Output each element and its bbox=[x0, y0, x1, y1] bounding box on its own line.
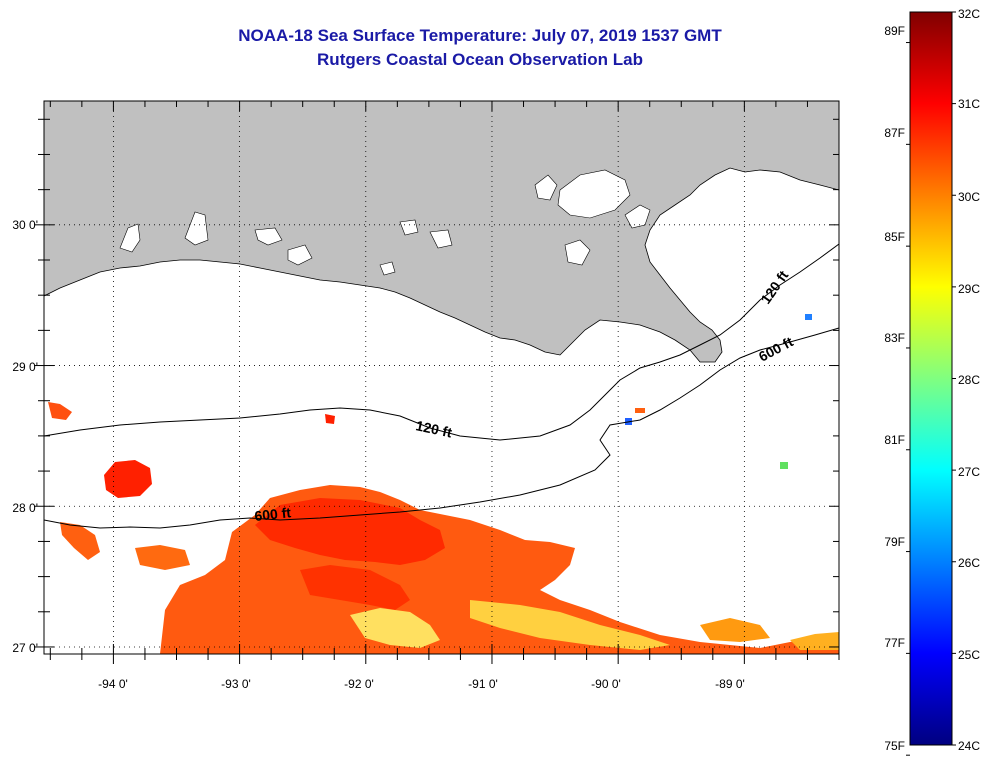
colorbar-c-label: 32C bbox=[958, 7, 980, 21]
lon-tick-label: -94 0' bbox=[98, 677, 128, 691]
lat-tick-label: 29 0' bbox=[12, 360, 38, 374]
lake-7 bbox=[534, 174, 558, 201]
lon-tick-label: -90 0' bbox=[591, 677, 621, 691]
contour-600ft bbox=[44, 327, 839, 529]
contour-label-120ft-right: 120 ft bbox=[757, 267, 791, 306]
lake-10 bbox=[624, 204, 651, 229]
colorbar-f-label: 81F bbox=[884, 433, 905, 447]
colorbar-f-label: 85F bbox=[884, 230, 905, 244]
colorbar-c-label: 31C bbox=[958, 97, 980, 111]
colorbar-celsius-labels: 32C 31C 30C 29C 28C 27C 26C 25C 24C bbox=[958, 7, 980, 753]
lake-2 bbox=[184, 211, 209, 246]
sst-patch-spot4 bbox=[635, 408, 645, 413]
colorbar-f-label: 83F bbox=[884, 331, 905, 345]
lat-tick-label: 30 0' bbox=[12, 218, 38, 232]
colorbar-c-label: 28C bbox=[958, 373, 980, 387]
sst-patch-west1 bbox=[104, 460, 152, 498]
lon-tick-labels: -94 0' -93 0' -92 0' -91 0' -90 0' -89 0… bbox=[98, 677, 745, 691]
lon-tick-label: -93 0' bbox=[221, 677, 251, 691]
lat-tick-labels: 30 0' 29 0' 28 0' 27 0' bbox=[12, 218, 38, 655]
contour-label-600ft-left: 600 ft bbox=[254, 504, 292, 524]
sst-patch-spot3 bbox=[805, 314, 812, 320]
sst-patches bbox=[48, 314, 839, 654]
colorbar-c-label: 27C bbox=[958, 465, 980, 479]
sst-patch-mid bbox=[325, 414, 335, 424]
lat-tick-label: 27 0' bbox=[12, 641, 38, 655]
lake-8 bbox=[557, 169, 631, 219]
colorbar-ticks bbox=[906, 11, 956, 756]
map-title: NOAA-18 Sea Surface Temperature: July 07… bbox=[238, 26, 722, 45]
colorbar-f-label: 87F bbox=[884, 126, 905, 140]
sst-patch-east2 bbox=[790, 632, 839, 650]
map-frame bbox=[43, 100, 840, 655]
colorbar-f-label: 89F bbox=[884, 24, 905, 38]
colorbar-f-label: 77F bbox=[884, 636, 905, 650]
frame-ticks bbox=[34, 101, 840, 664]
contour-label-600ft-right: 600 ft bbox=[756, 333, 796, 364]
sst-patch-core bbox=[255, 498, 445, 565]
lake-3 bbox=[254, 227, 283, 246]
colorbar-f-label: 79F bbox=[884, 535, 905, 549]
map-subtitle: Rutgers Coastal Ocean Observation Lab bbox=[317, 50, 643, 69]
lake-4 bbox=[287, 244, 313, 266]
colorbar-c-label: 30C bbox=[958, 190, 980, 204]
colorbar-c-label: 29C bbox=[958, 282, 980, 296]
inland-lakes bbox=[119, 169, 651, 276]
sst-patch-east bbox=[700, 618, 770, 642]
lon-tick-label: -89 0' bbox=[715, 677, 745, 691]
sst-patch-spot2 bbox=[780, 462, 788, 469]
title-block: NOAA-18 Sea Surface Temperature: July 07… bbox=[100, 24, 860, 72]
sst-patch-yellow2 bbox=[470, 600, 670, 650]
lake-5 bbox=[399, 219, 419, 236]
gridlines bbox=[44, 101, 839, 654]
lake-9 bbox=[564, 239, 591, 266]
sst-patch-west3 bbox=[60, 522, 100, 560]
contour-label-120ft-center: 120 ft bbox=[414, 417, 453, 440]
lake-11 bbox=[379, 261, 396, 276]
sst-patch-yellow bbox=[350, 608, 440, 648]
colorbar-gradient bbox=[909, 11, 953, 746]
lon-tick-label: -91 0' bbox=[468, 677, 498, 691]
colorbar-c-label: 26C bbox=[958, 556, 980, 570]
colorbar-c-label: 24C bbox=[958, 739, 980, 753]
colorbar-c-label: 25C bbox=[958, 648, 980, 662]
colorbar-fahrenheit-labels: 89F 87F 85F 83F 81F 79F 77F 75F bbox=[884, 24, 905, 753]
sst-patch-west2 bbox=[48, 402, 72, 420]
colorbar: 32C 31C 30C 29C 28C 27C 26C 25C 24C 89F … bbox=[884, 7, 980, 756]
sst-patch-west4 bbox=[135, 545, 190, 570]
lat-tick-label: 28 0' bbox=[12, 501, 38, 515]
map-content: 120 ft 600 ft 120 ft 600 ft bbox=[44, 101, 839, 654]
lake-1 bbox=[119, 223, 141, 253]
contour-120ft bbox=[44, 243, 839, 441]
sst-patch-core2 bbox=[300, 565, 410, 610]
lake-6 bbox=[429, 229, 453, 249]
lon-tick-label: -92 0' bbox=[344, 677, 374, 691]
colorbar-f-label: 75F bbox=[884, 739, 905, 753]
bathymetry-contours bbox=[44, 243, 839, 529]
